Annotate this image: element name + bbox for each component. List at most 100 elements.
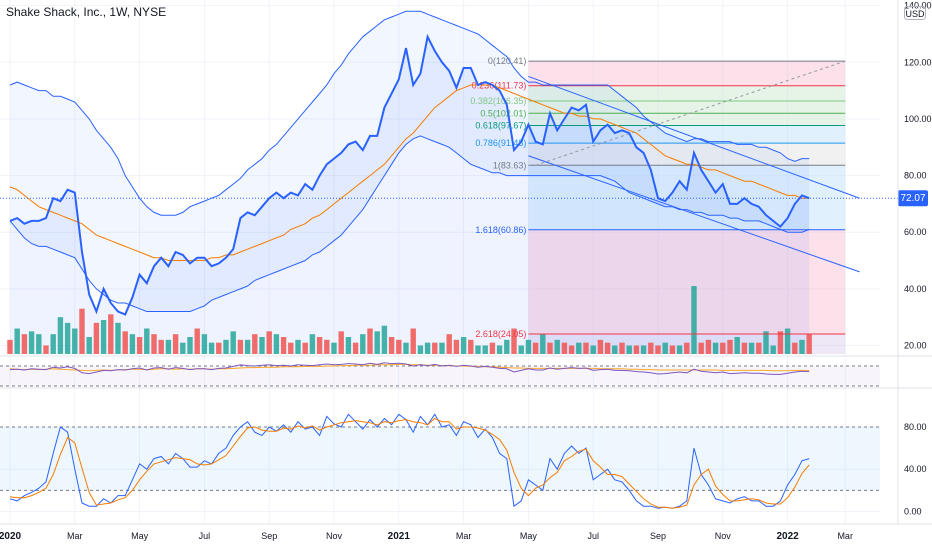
volume-bar: [180, 342, 186, 354]
volume-bar: [216, 342, 222, 354]
price-axis-tick-label: 120.00: [904, 57, 932, 67]
volume-bar: [446, 334, 452, 354]
time-axis-tick-label: Nov: [715, 531, 732, 541]
volume-bar: [460, 337, 467, 354]
rsi-line: [9, 362, 810, 375]
chart-title: Shake Shack, Inc., 1W, NYSE: [6, 5, 167, 19]
volume-bar: [309, 334, 316, 354]
osc-axis-tick-label: 0.00: [904, 506, 922, 516]
osc-axis-tick-label: 40.00: [904, 464, 927, 474]
volume-bar: [720, 342, 726, 354]
bollinger-upper-line: [9, 10, 810, 216]
volume-bar: [194, 328, 200, 354]
fib-level-label: 0.786(91.48): [475, 138, 526, 148]
volume-bar: [259, 337, 265, 354]
fib-zone: [528, 100, 846, 114]
volume-bar: [784, 328, 791, 354]
time-axis-tick-label: May: [131, 531, 149, 541]
volume-bar: [302, 342, 308, 354]
volume-bar: [669, 345, 676, 354]
stoch-band-fill: [0, 426, 880, 491]
time-axis-tick-label: 2022: [776, 531, 799, 542]
volume-bar: [655, 345, 661, 354]
volume-bar: [763, 331, 769, 354]
volume-bar: [345, 337, 352, 354]
volume-bar: [108, 314, 114, 354]
last-price-label: 72.07: [900, 193, 925, 204]
volume-bar: [86, 337, 92, 354]
volume-bar: [489, 342, 496, 354]
volume-bar: [612, 345, 618, 354]
currency-selector[interactable]: USD: [904, 6, 926, 20]
time-axis-tick-label: 2020: [0, 531, 22, 542]
trendlines: [528, 60, 860, 273]
volume-bar: [273, 334, 280, 354]
rsi-band-fill: [0, 366, 880, 386]
volume-bar: [14, 328, 20, 354]
volume-bar: [36, 334, 42, 354]
volume-bar: [748, 342, 755, 354]
time-axis-tick-label: Mar: [456, 531, 472, 541]
fib-level-label: 2.618(24.05): [475, 329, 526, 339]
volume-bar: [158, 339, 164, 354]
volume-bar: [223, 339, 229, 354]
volume-bar: [381, 325, 388, 354]
volume-bar: [28, 331, 35, 354]
volume-bar: [576, 342, 582, 354]
volume-bar: [698, 342, 704, 354]
volume-bar: [288, 342, 294, 354]
volume-bar: [540, 334, 546, 354]
volume-bar: [57, 317, 64, 354]
volume-bar: [547, 342, 553, 354]
volume-bar: [43, 345, 49, 354]
volume-bar: [648, 342, 654, 354]
volume-bar: [244, 339, 251, 354]
fib-trend-dashed-line: [535, 60, 846, 166]
volume-bar: [590, 345, 596, 354]
time-axis-tick-label: Mar: [837, 531, 853, 541]
volume-bar: [453, 339, 460, 354]
volume-bar: [496, 345, 503, 354]
fib-zone: [528, 113, 846, 126]
volume-bar: [633, 345, 640, 354]
time-axis-tick-label: Sep: [650, 531, 666, 541]
bollinger-band-fill: [10, 11, 810, 312]
fib-level-label: 0.5(102.01): [480, 108, 526, 118]
volume-bar: [201, 334, 208, 354]
volume-bar: [403, 342, 409, 354]
volume-bar: [568, 345, 575, 354]
volume-bar: [280, 337, 287, 354]
price-axis-tick-label: 40.00: [904, 284, 927, 294]
fib-zone: [528, 143, 846, 166]
volume-bar: [165, 339, 172, 354]
fib-level-label: 0.618(97.67): [475, 121, 526, 131]
time-axis-tick-label: Sep: [261, 531, 277, 541]
volume-bar: [432, 342, 438, 354]
trendline: [528, 75, 860, 199]
volume-bar: [806, 334, 812, 354]
volume-bar: [252, 334, 258, 354]
volume-bar: [295, 339, 301, 354]
fib-level-label: 0(120.41): [488, 56, 527, 66]
volume-bar: [792, 342, 798, 354]
volume-bar: [172, 334, 179, 354]
volume-bar: [208, 342, 215, 354]
volume-bar: [79, 308, 85, 354]
volume-bar: [604, 342, 611, 354]
volume-bar: [352, 342, 359, 354]
volume-bar: [734, 337, 740, 354]
volume-bar: [532, 342, 539, 354]
trendline: [528, 155, 860, 273]
volume-bar: [266, 331, 272, 354]
fib-zone: [528, 61, 846, 86]
volume-bar: [72, 328, 78, 354]
volume-bar: [525, 339, 532, 354]
volume-bar: [331, 342, 337, 354]
volume-bar: [417, 345, 424, 354]
price-axis-tick-label: 100.00: [904, 114, 932, 124]
volume-bar: [424, 342, 431, 354]
volume-bar: [712, 342, 719, 354]
volume-bar: [129, 334, 136, 354]
fib-level-label: 0.382(106.35): [470, 96, 526, 106]
